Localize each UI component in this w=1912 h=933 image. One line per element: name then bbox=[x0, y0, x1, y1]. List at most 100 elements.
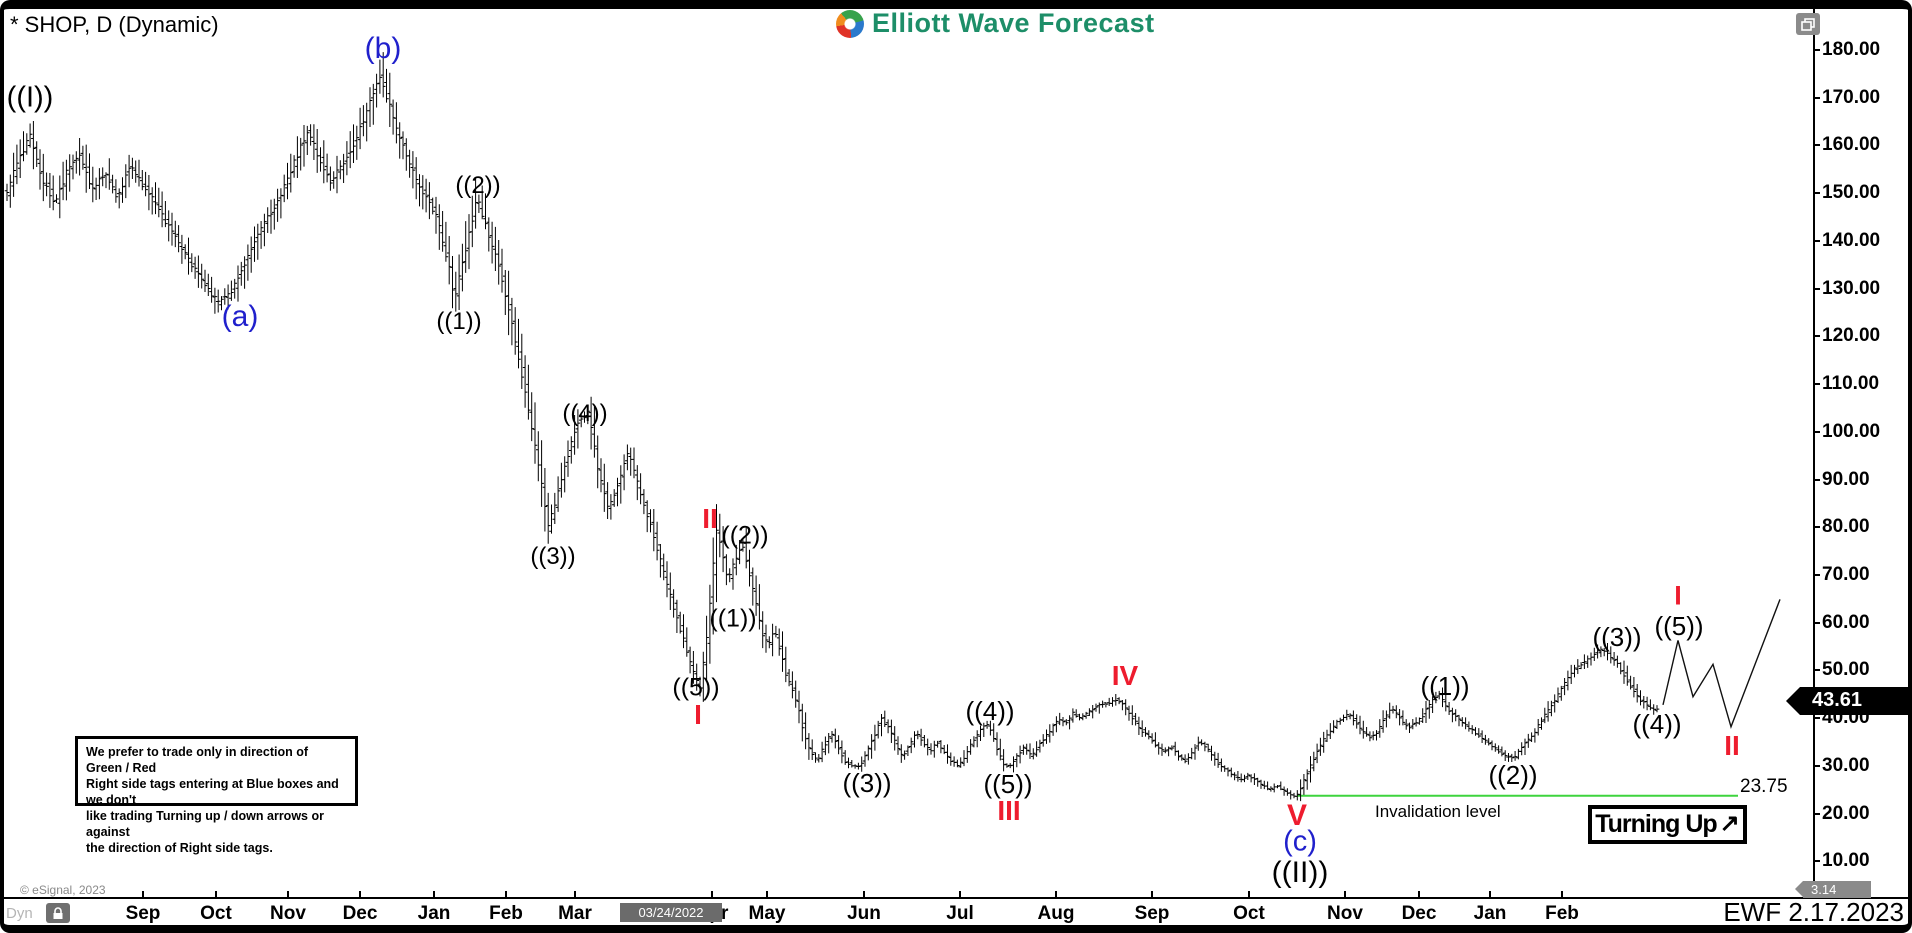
x-axis-tick bbox=[1055, 891, 1057, 897]
wave-label: ((5)) bbox=[1654, 611, 1704, 641]
projection-line bbox=[1662, 599, 1781, 729]
note-line: We prefer to trade only in direction of … bbox=[86, 745, 309, 775]
wave-label: ((2)) bbox=[1488, 760, 1538, 790]
x-axis-tick bbox=[1418, 891, 1420, 897]
invalidation-label: Invalidation level bbox=[1375, 802, 1501, 821]
y-axis-label: 50.00 bbox=[1822, 659, 1870, 681]
lock-button[interactable] bbox=[46, 903, 70, 923]
x-axis-tick bbox=[574, 891, 576, 897]
x-axis-month-label: Nov bbox=[1327, 903, 1363, 924]
x-axis-tick bbox=[863, 891, 865, 897]
wave-label: ((1)) bbox=[709, 604, 757, 633]
wave-label: IV bbox=[1111, 660, 1139, 691]
x-axis-tick bbox=[215, 891, 217, 897]
note-line: the direction of Right side tags. bbox=[86, 841, 273, 855]
dyn-button[interactable]: Dyn bbox=[6, 905, 33, 922]
x-axis-tick bbox=[1344, 891, 1346, 897]
y-axis-tick bbox=[1815, 335, 1820, 338]
x-axis-tick bbox=[1489, 891, 1491, 897]
y-axis-tick bbox=[1815, 49, 1820, 51]
y-axis-tick bbox=[1815, 717, 1820, 720]
page-title: * SHOP, D (Dynamic) bbox=[10, 12, 219, 37]
wave-label: ((3)) bbox=[1592, 622, 1642, 652]
wave-label: II bbox=[702, 503, 718, 534]
invalidation-price: 23.75 bbox=[1740, 776, 1788, 797]
y-axis-label: 150.00 bbox=[1822, 182, 1881, 204]
y-axis-label: 120.00 bbox=[1822, 325, 1881, 347]
wave-label: ((I)) bbox=[6, 81, 54, 114]
price-axis-panel[interactable] bbox=[1815, 9, 1908, 897]
aux-tag-arrow bbox=[1795, 881, 1803, 897]
x-axis-month-label: Nov bbox=[270, 903, 306, 924]
note-line: Right side tags entering at Blue boxes a… bbox=[86, 777, 339, 807]
wave-label: II bbox=[1724, 730, 1740, 761]
y-axis-tick bbox=[1815, 192, 1820, 195]
last-price-tag: 43.61 bbox=[1800, 686, 1908, 715]
x-axis-month-label: Sep bbox=[1134, 903, 1170, 924]
y-axis-tick bbox=[1815, 478, 1820, 481]
x-axis-tick bbox=[1561, 891, 1563, 897]
y-axis-label: 100.00 bbox=[1822, 420, 1881, 442]
ohlc-bars bbox=[4, 52, 1660, 802]
last-price-arrow bbox=[1786, 686, 1800, 715]
x-axis-month-label: Feb bbox=[1545, 903, 1579, 924]
y-axis-tick bbox=[1815, 860, 1820, 863]
y-axis-tick bbox=[1815, 764, 1820, 767]
x-axis-month-label: Oct bbox=[200, 903, 232, 924]
y-axis-tick bbox=[1815, 287, 1820, 290]
x-axis-month-label: Jul bbox=[946, 903, 974, 924]
x-axis-line bbox=[4, 897, 1908, 899]
wave-label: ((5)) bbox=[672, 673, 720, 702]
copyright-text: © eSignal, 2023 bbox=[20, 883, 106, 897]
x-axis-tick bbox=[505, 891, 507, 897]
x-axis-month-label: Dec bbox=[342, 903, 378, 924]
x-axis-tick bbox=[1151, 891, 1153, 897]
y-axis-label: 110.00 bbox=[1822, 373, 1880, 395]
y-axis-label: 130.00 bbox=[1822, 277, 1881, 299]
x-axis-tick bbox=[959, 891, 961, 897]
aux-value-tag: 3.14 bbox=[1803, 881, 1871, 898]
up-right-arrow-icon: ↗ bbox=[1719, 810, 1740, 837]
y-axis-label: 140.00 bbox=[1822, 229, 1881, 251]
y-axis-label: 10.00 bbox=[1822, 850, 1870, 872]
wave-label: (c) bbox=[1283, 825, 1317, 858]
x-axis-month-label: Dec bbox=[1401, 903, 1437, 924]
brand-logo: Elliott Wave Forecast bbox=[836, 8, 1155, 39]
y-axis-tick bbox=[1815, 430, 1820, 433]
brand-name: Elliott Wave Forecast bbox=[872, 8, 1155, 38]
wave-label: ((2)) bbox=[455, 172, 501, 199]
y-axis-label: 170.00 bbox=[1822, 86, 1881, 108]
x-axis-month-label: Aug bbox=[1037, 903, 1075, 924]
wave-label: ((2)) bbox=[721, 521, 769, 550]
x-axis-month-label: Jan bbox=[1473, 903, 1507, 924]
wave-label: ((4)) bbox=[562, 400, 608, 427]
y-axis-tick bbox=[1815, 144, 1820, 147]
padlock-icon bbox=[53, 906, 63, 919]
restore-window-button[interactable] bbox=[1796, 13, 1820, 35]
x-axis-tick bbox=[711, 891, 713, 897]
wave-label: ((II)) bbox=[1271, 856, 1329, 889]
x-axis-month-label: Feb bbox=[489, 903, 523, 924]
x-axis-month-label: Sep bbox=[125, 903, 161, 924]
wave-label: ((1)) bbox=[1420, 671, 1470, 701]
y-axis-tick bbox=[1815, 383, 1820, 386]
x-axis-month-label: Mar bbox=[558, 903, 592, 924]
y-axis-label: 70.00 bbox=[1822, 564, 1870, 586]
wave-label: ((3)) bbox=[842, 768, 892, 798]
crosshair-date-box: 03/24/2022 bbox=[620, 903, 722, 922]
brand-swirl-icon bbox=[836, 9, 864, 38]
y-axis-label: 90.00 bbox=[1822, 468, 1870, 490]
ewf-date-stamp: EWF 2.17.2023 bbox=[1723, 897, 1904, 927]
signal-label: Turning Up bbox=[1595, 810, 1717, 838]
wave-label: III bbox=[997, 795, 1021, 826]
x-axis-tick bbox=[433, 891, 435, 897]
y-axis-label: 30.00 bbox=[1822, 754, 1870, 776]
y-axis-tick bbox=[1815, 574, 1820, 577]
x-axis-tick bbox=[287, 891, 289, 897]
y-axis-label: 20.00 bbox=[1822, 802, 1870, 824]
y-axis-tick bbox=[1815, 96, 1820, 99]
note-line: like trading Turning up / down arrows or… bbox=[86, 809, 324, 839]
wave-label: ((3)) bbox=[530, 543, 576, 570]
